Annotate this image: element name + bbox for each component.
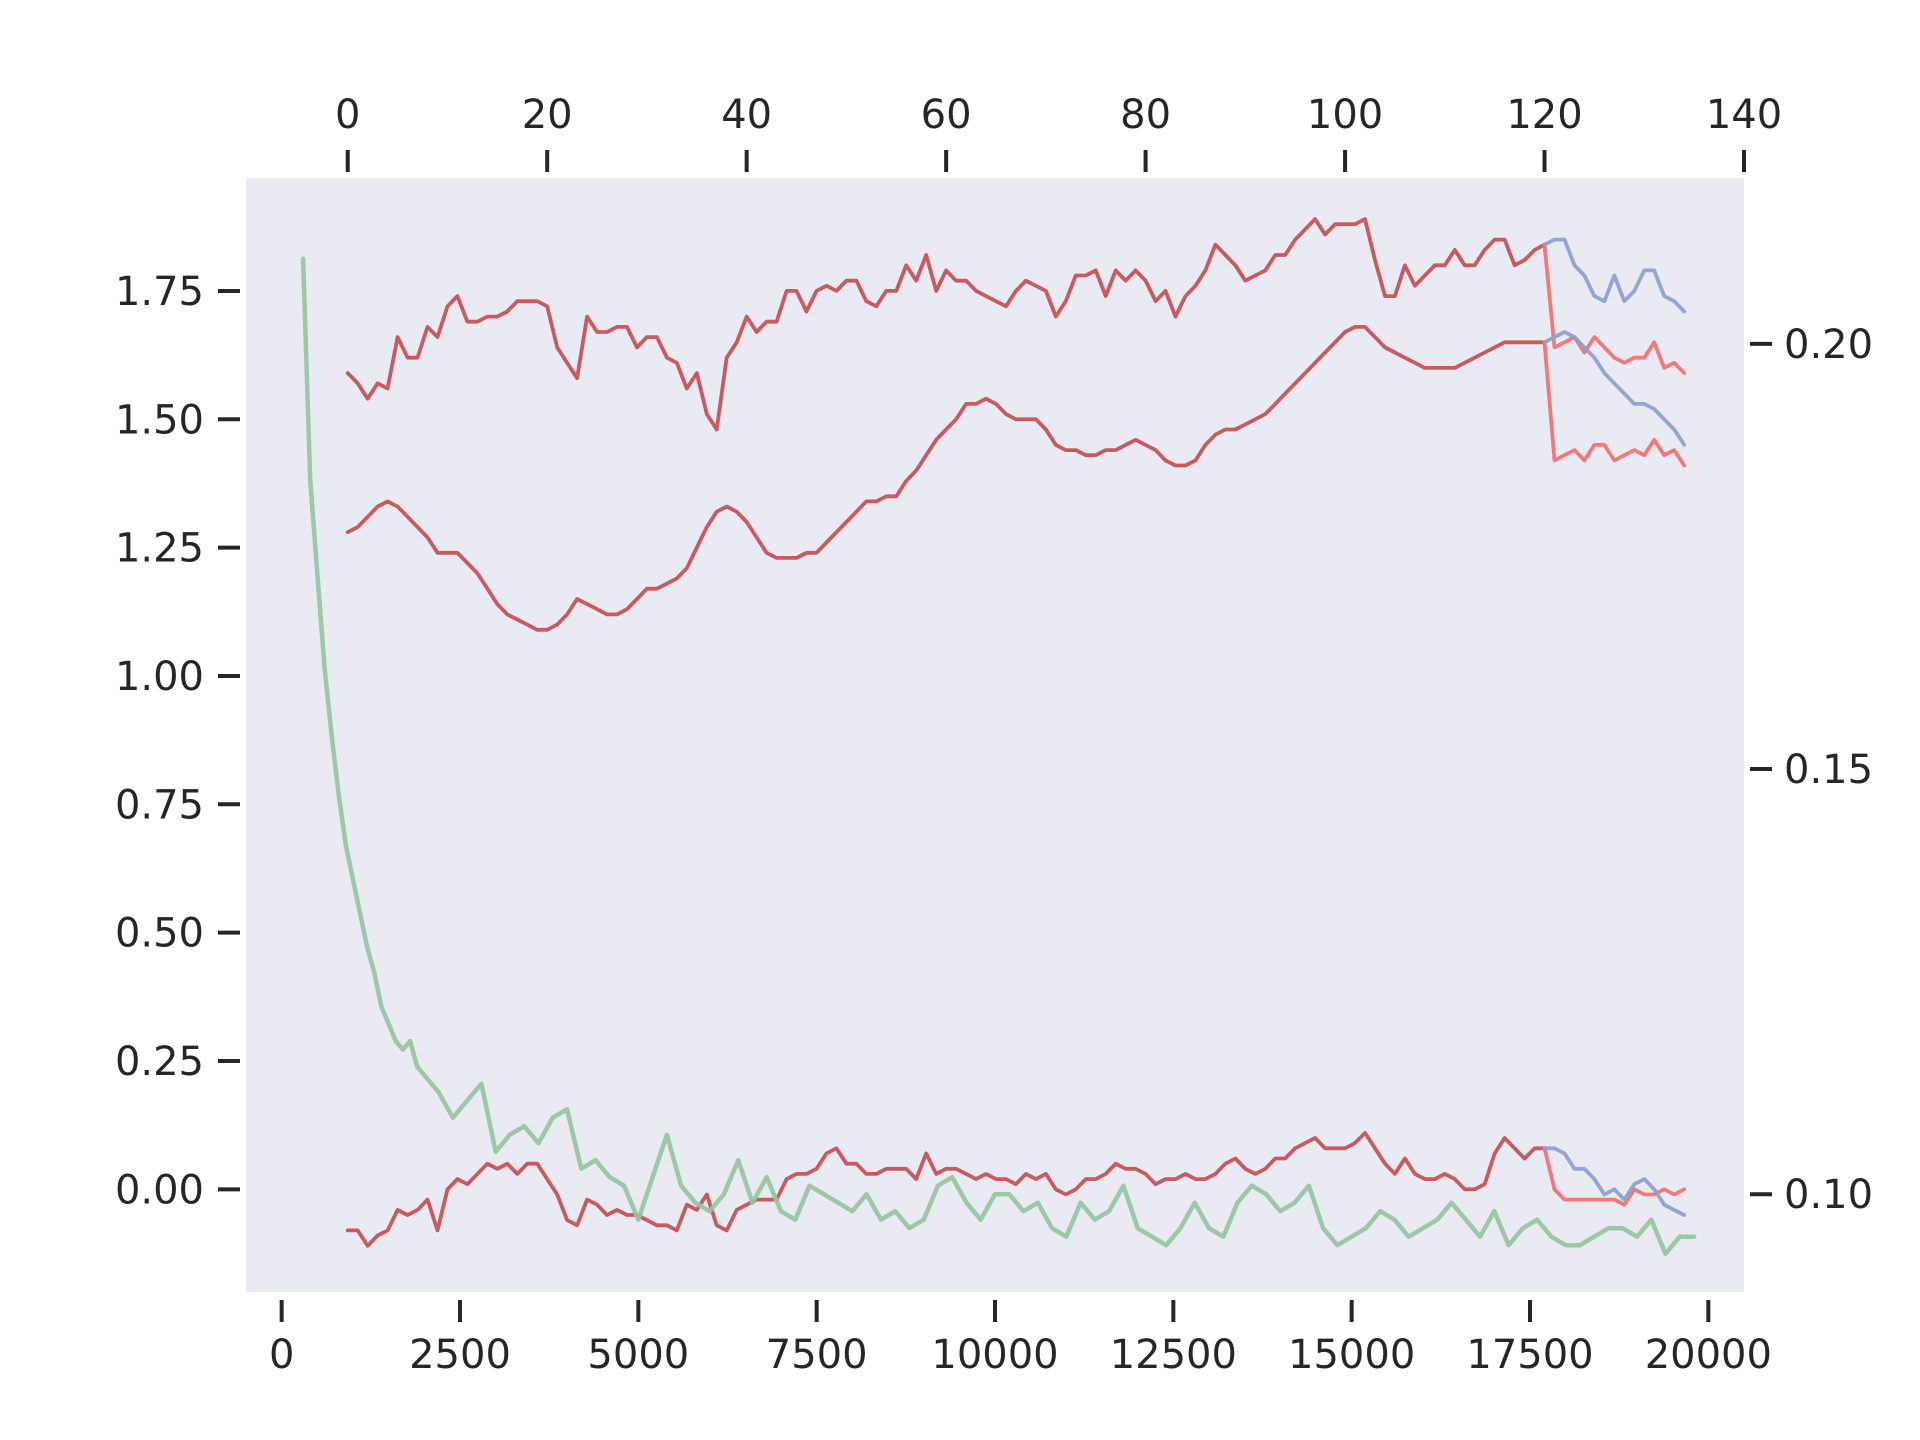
y-left-tick-label: 1.75 [115, 269, 204, 315]
series-line-2 [1542, 242, 1687, 376]
x-top-tick-label: 40 [721, 92, 772, 138]
series-line-1 [345, 217, 1547, 432]
y-left-tick-label: 0.50 [115, 911, 204, 957]
x-top-tick-label: 80 [1120, 92, 1171, 138]
y-left-tick-label: 1.25 [115, 526, 204, 572]
x-bottom-tick-label: 12500 [1110, 1332, 1237, 1378]
series-line-8 [1542, 1146, 1687, 1207]
plot-area [246, 178, 1744, 1292]
y-right-tick-label: 0.15 [1784, 747, 1873, 793]
series-line-4 [345, 324, 1547, 632]
axes-layer: 0 2500 5000 7500 10000 12500 15000 17500 20000 0 2… [115, 92, 1873, 1378]
x-bottom-tick-label: 10000 [931, 1332, 1058, 1378]
x-bottom-tick-label: 17500 [1466, 1332, 1593, 1378]
y-left-tick-label: 1.50 [115, 397, 204, 443]
series-line-5 [1542, 340, 1687, 468]
y-right-tick-label: 0.10 [1784, 1172, 1873, 1218]
series-line-9 [1542, 1146, 1687, 1217]
series-line-10 [300, 256, 1697, 1256]
x-top-tick-label: 140 [1706, 92, 1782, 138]
y-left-tick-label: 0.25 [115, 1039, 204, 1085]
x-bottom-tick-label: 5000 [587, 1332, 689, 1378]
series-line-3 [1542, 237, 1687, 314]
x-top-tick-label: 20 [522, 92, 573, 138]
x-bottom-tick-label: 15000 [1288, 1332, 1415, 1378]
y-left-tick-label: 0.00 [115, 1167, 204, 1213]
y-right-tick-label: 0.20 [1784, 322, 1873, 368]
x-bottom-tick-label: 20000 [1645, 1332, 1772, 1378]
x-bottom-tick-label: 2500 [409, 1332, 511, 1378]
series-line-6 [1542, 330, 1687, 447]
y-left-tick-label: 1.00 [115, 654, 204, 700]
x-top-tick-label: 100 [1307, 92, 1383, 138]
series-layer [300, 217, 1697, 1256]
x-top-tick-label: 60 [921, 92, 972, 138]
x-bottom-tick-label: 7500 [766, 1332, 868, 1378]
y-left-tick-label: 0.75 [115, 782, 204, 828]
x-top-tick-label: 0 [335, 92, 360, 138]
x-bottom-tick-label: 0 [269, 1332, 294, 1378]
x-top-tick-label: 120 [1506, 92, 1582, 138]
series-line-7 [345, 1131, 1547, 1248]
